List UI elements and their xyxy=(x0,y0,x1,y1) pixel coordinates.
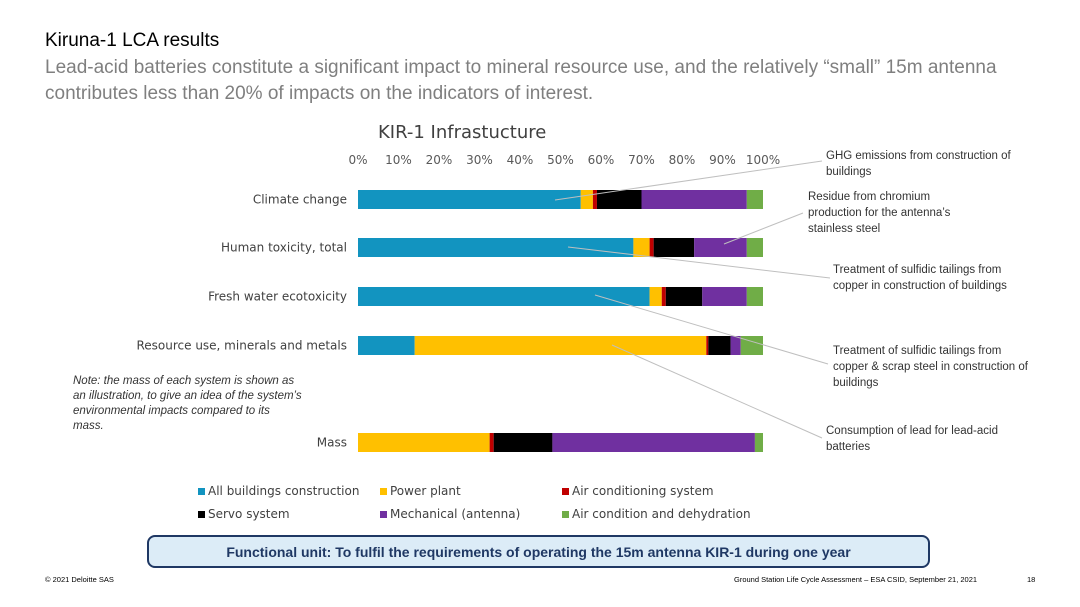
mass-note: Note: the mass of each system is shown a… xyxy=(73,375,302,432)
x-tick-label: 30% xyxy=(466,153,493,167)
bar-segment-human-toxicity-total-air-condition-and-dehydration xyxy=(746,238,763,257)
footer-copyright: © 2021 Deloitte SAS xyxy=(45,575,114,584)
footer-document-info: Ground Station Life Cycle Assessment – E… xyxy=(734,575,978,584)
legend-servo-system: Servo system xyxy=(198,507,290,521)
legend-air-dehydration: Air condition and dehydration xyxy=(562,507,751,521)
category-label-climate-change: Climate change xyxy=(253,193,347,207)
x-tick-label: 70% xyxy=(628,153,655,167)
annotation-sulfidic-copper: Treatment of sulfidic tailings from copp… xyxy=(833,264,1007,292)
bar-segment-resource-use-minerals-and-metals-servo-system xyxy=(708,336,731,355)
bar-segment-fresh-water-ecotoxicity-power-plant xyxy=(649,287,662,306)
annotation-sulfidic-copper-steel: Treatment of sulfidic tailings from copp… xyxy=(833,345,1028,389)
category-label-fresh-water-ecotoxicity: Fresh water ecotoxicity xyxy=(208,290,347,304)
bar-segment-human-toxicity-total-power-plant xyxy=(633,238,650,257)
bar-segment-climate-change-air-conditioning-system xyxy=(592,190,597,209)
category-label-resource-use-minerals-and-metals: Resource use, minerals and metals xyxy=(136,339,347,353)
annotation-leader-line xyxy=(611,344,823,439)
bar-segment-climate-change-power-plant xyxy=(580,190,593,209)
bar-segment-fresh-water-ecotoxicity-servo-system xyxy=(665,287,703,306)
bar-segment-mass-air-conditioning-system xyxy=(489,433,494,452)
legend-swatch xyxy=(562,487,569,495)
x-tick-label: 10% xyxy=(385,153,412,167)
legend-all-buildings: All buildings construction xyxy=(198,484,359,498)
annotation-leader-line xyxy=(723,212,804,245)
legend-label: All buildings construction xyxy=(208,484,360,498)
x-tick-label: 20% xyxy=(426,153,453,167)
legend-label: Air condition and dehydration xyxy=(572,507,751,521)
page-number: 18 xyxy=(1027,575,1036,584)
legend-mechanical-antenna: Mechanical (antenna) xyxy=(380,507,520,521)
bar-segment-mass-servo-system xyxy=(493,433,553,452)
x-tick-label: 0% xyxy=(348,153,367,167)
bar-segment-resource-use-minerals-and-metals-air-conditioning-system xyxy=(706,336,709,355)
legend-swatch xyxy=(198,487,205,495)
annotation-chromium-residue: Residue from chromium production for the… xyxy=(808,191,951,235)
legend-swatch xyxy=(562,510,569,518)
bar-segment-climate-change-all-buildings-construction xyxy=(358,190,581,209)
bar-segment-human-toxicity-total-all-buildings-construction xyxy=(358,238,634,257)
functional-unit-box: Functional unit: To fulfil the requireme… xyxy=(147,535,930,568)
legend-swatch xyxy=(198,510,205,518)
bar-segment-fresh-water-ecotoxicity-mechanical-antenna xyxy=(702,287,747,306)
annotation-leader-line xyxy=(567,246,831,279)
legend-power-plant: Power plant xyxy=(380,484,461,498)
annotation-leader-line xyxy=(594,294,829,365)
legend-label: Air conditioning system xyxy=(572,484,714,498)
legend-swatch xyxy=(380,487,387,495)
bar-segment-resource-use-minerals-and-metals-air-condition-and-dehydration xyxy=(740,336,763,355)
legend-label: Mechanical (antenna) xyxy=(390,507,521,521)
bar-segment-resource-use-minerals-and-metals-all-buildings-construction xyxy=(358,336,415,355)
x-tick-label: 100% xyxy=(746,153,780,167)
chart-title: KIR-1 Infrastucture xyxy=(378,122,547,143)
bar-segment-resource-use-minerals-and-metals-mechanical-antenna xyxy=(730,336,741,355)
bar-segment-resource-use-minerals-and-metals-power-plant xyxy=(414,336,707,355)
legend-swatch xyxy=(380,510,387,518)
x-tick-label: 40% xyxy=(507,153,534,167)
annotation-lead-consumption: Consumption of lead for lead-acid batter… xyxy=(826,425,998,453)
category-label-mass: Mass xyxy=(317,436,347,450)
bar-segment-human-toxicity-total-mechanical-antenna xyxy=(694,238,747,257)
annotation-ghg-buildings: GHG emissions from construction of build… xyxy=(826,150,1011,178)
annotation-leader-line xyxy=(554,160,823,201)
bar-segment-fresh-water-ecotoxicity-air-conditioning-system xyxy=(661,287,666,306)
legend-air-conditioning: Air conditioning system xyxy=(562,484,714,498)
x-tick-label: 90% xyxy=(709,153,736,167)
bar-segment-human-toxicity-total-servo-system xyxy=(653,238,695,257)
bar-segment-climate-change-mechanical-antenna xyxy=(641,190,747,209)
bar-segment-climate-change-servo-system xyxy=(596,190,642,209)
bar-segment-mass-mechanical-antenna xyxy=(552,433,755,452)
x-tick-label: 80% xyxy=(669,153,696,167)
bar-segment-mass-air-condition-and-dehydration xyxy=(754,433,763,452)
slide-title: Kiruna-1 LCA results xyxy=(45,30,220,51)
slide-subtitle: Lead-acid batteries constitute a signifi… xyxy=(45,57,997,104)
legend-label: Servo system xyxy=(208,507,290,521)
category-label-human-toxicity-total: Human toxicity, total xyxy=(221,241,347,255)
bar-segment-fresh-water-ecotoxicity-air-condition-and-dehydration xyxy=(746,287,763,306)
bar-segment-mass-power-plant xyxy=(358,433,490,452)
functional-unit-text: Functional unit: To fulfil the requireme… xyxy=(226,543,851,560)
x-tick-label: 50% xyxy=(547,153,574,167)
x-tick-label: 60% xyxy=(588,153,615,167)
bar-segment-climate-change-air-condition-and-dehydration xyxy=(746,190,763,209)
legend-label: Power plant xyxy=(390,484,461,498)
bar-segment-human-toxicity-total-air-conditioning-system xyxy=(649,238,654,257)
bar-segment-fresh-water-ecotoxicity-all-buildings-construction xyxy=(358,287,650,306)
